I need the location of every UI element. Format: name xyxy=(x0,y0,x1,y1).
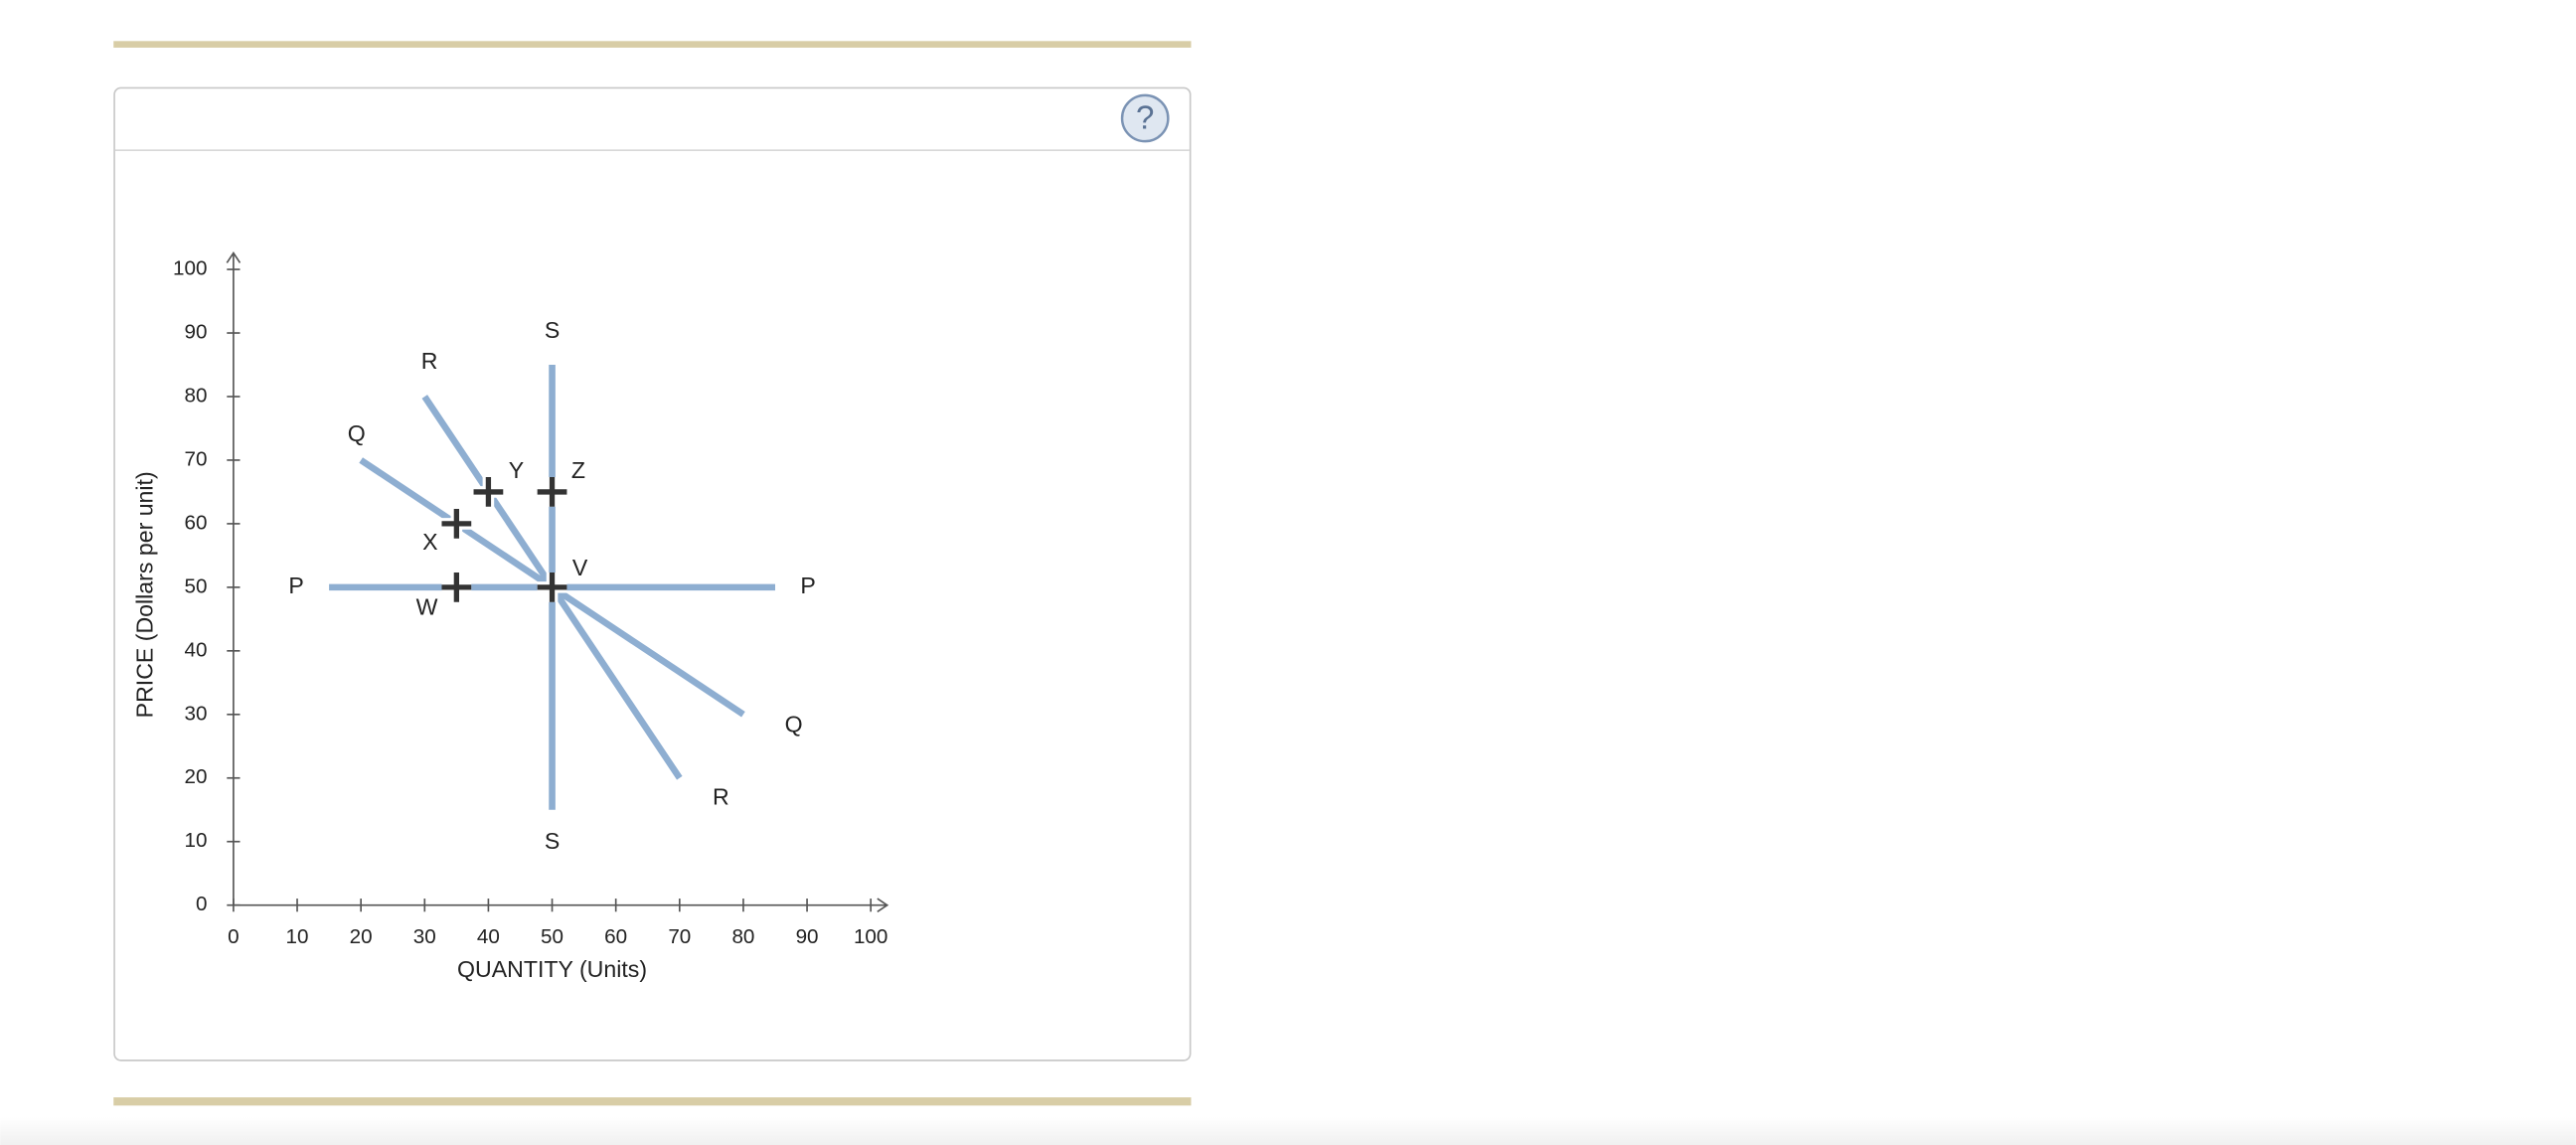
x-tick-label: 40 xyxy=(477,925,500,948)
point-marker xyxy=(537,477,567,507)
curve-label: R xyxy=(421,348,438,374)
curve-label: S xyxy=(545,317,560,343)
x-tick-label: 80 xyxy=(731,925,754,948)
curve-label: Q xyxy=(785,712,803,737)
y-axis-arrow xyxy=(226,251,242,263)
curve-label: Q xyxy=(348,420,366,446)
bottom-rule xyxy=(113,1097,1192,1106)
panel xyxy=(113,86,1192,1062)
x-tick-label: 20 xyxy=(350,925,373,948)
y-tick-label: 40 xyxy=(184,638,207,661)
y-tick-label: 0 xyxy=(196,893,207,915)
x-tick-label: 60 xyxy=(604,925,627,948)
point-label: X xyxy=(422,529,437,555)
x-tick-label: 50 xyxy=(541,925,564,948)
curve-label: S xyxy=(545,828,560,854)
point-label: V xyxy=(572,555,588,580)
help-button[interactable]: ? xyxy=(1120,93,1170,143)
point-marker xyxy=(473,477,504,507)
y-tick-label: 10 xyxy=(184,829,207,852)
y-tick-label: 20 xyxy=(184,765,207,788)
top-rule xyxy=(113,41,1192,48)
point-marker xyxy=(441,509,472,539)
y-tick-label: 50 xyxy=(184,574,207,597)
help-icon[interactable]: ? xyxy=(1136,99,1154,136)
y-tick-label: 70 xyxy=(184,447,207,470)
x-tick-label: 0 xyxy=(228,925,239,948)
bottom-fade xyxy=(0,1116,2576,1145)
help-circle[interactable] xyxy=(1120,93,1170,143)
point-marker xyxy=(441,572,472,602)
point-marker xyxy=(537,572,567,602)
point-label: Y xyxy=(509,457,524,483)
y-axis-label: PRICE (Dollars per unit) xyxy=(131,471,157,718)
point-label: W xyxy=(416,593,438,619)
curve-label: P xyxy=(288,572,303,598)
x-tick-label: 70 xyxy=(668,925,691,948)
y-tick-label: 100 xyxy=(173,257,207,280)
x-tick-label: 100 xyxy=(854,925,887,948)
y-tick-label: 90 xyxy=(184,320,207,343)
x-tick-label: 10 xyxy=(286,925,309,948)
y-tick-label: 80 xyxy=(184,384,207,407)
x-axis-label: QUANTITY (Units) xyxy=(457,956,647,982)
x-tick-label: 90 xyxy=(796,925,819,948)
x-axis-arrow xyxy=(877,898,889,912)
y-tick-label: 60 xyxy=(184,511,207,534)
x-tick-label: 30 xyxy=(413,925,436,948)
chart: QUANTITY (Units) PRICE (Dollars per unit… xyxy=(131,251,889,982)
curve-label: R xyxy=(713,784,729,810)
y-tick-label: 30 xyxy=(184,702,207,725)
curve-label: P xyxy=(800,572,815,598)
point-label: Z xyxy=(571,457,585,483)
